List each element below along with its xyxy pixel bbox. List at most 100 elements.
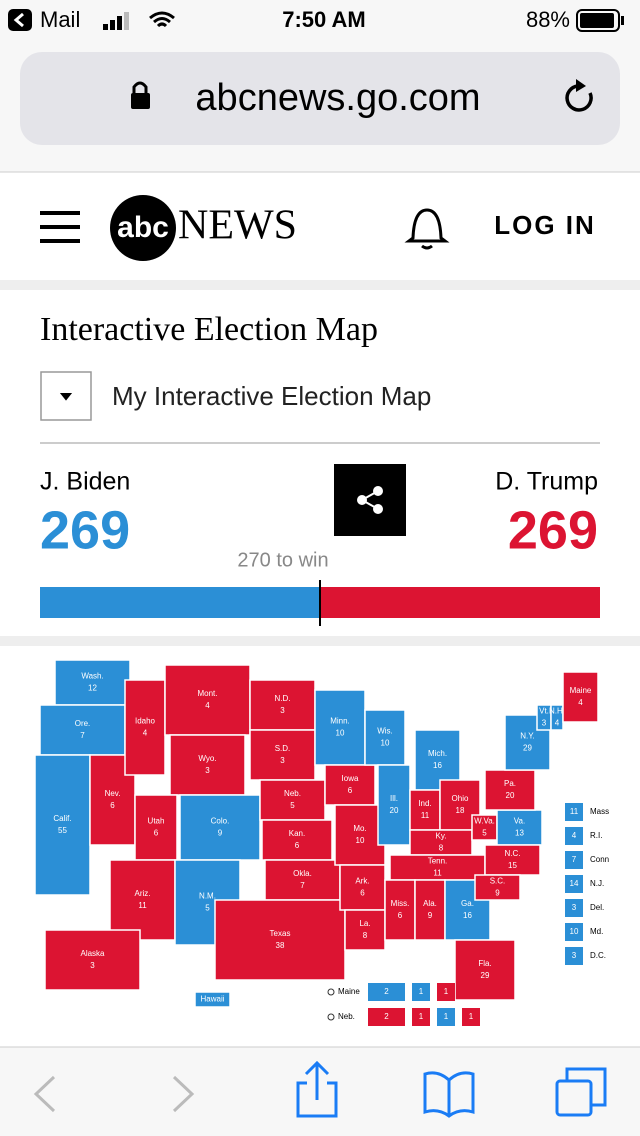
state-label: Pa. <box>504 779 516 788</box>
state[interactable] <box>249 729 316 781</box>
state[interactable] <box>164 664 251 736</box>
small-state[interactable] <box>565 827 583 845</box>
state[interactable] <box>496 809 543 846</box>
url-bar[interactable] <box>20 52 620 145</box>
page-title: Interactive Election Map <box>40 311 378 348</box>
state[interactable] <box>474 874 521 901</box>
district[interactable] <box>412 983 430 1001</box>
state[interactable] <box>34 754 91 896</box>
state[interactable] <box>484 769 536 811</box>
state[interactable] <box>39 704 126 756</box>
state[interactable] <box>344 909 386 951</box>
battery-tip <box>621 16 624 25</box>
state[interactable] <box>54 659 131 706</box>
state[interactable] <box>264 859 341 901</box>
logo-abc[interactable]: abc <box>117 211 169 244</box>
state[interactable] <box>364 709 406 766</box>
state-votes: 7 <box>80 731 85 740</box>
district[interactable] <box>368 1008 405 1026</box>
state[interactable] <box>324 764 376 806</box>
state-votes: 5 <box>482 829 487 838</box>
state[interactable] <box>314 689 366 766</box>
vote-bar <box>320 587 600 618</box>
state[interactable] <box>124 679 166 776</box>
state-votes: 38 <box>276 941 285 950</box>
small-state[interactable] <box>565 875 583 893</box>
state-votes: 8 <box>439 844 444 853</box>
state-label: Ill. <box>390 794 398 803</box>
state[interactable] <box>194 991 231 1008</box>
state-label: Wash. <box>81 672 103 681</box>
state[interactable] <box>109 859 176 941</box>
state[interactable] <box>389 854 486 881</box>
back-button[interactable] <box>33 1075 56 1113</box>
state[interactable] <box>384 879 416 941</box>
small-state[interactable] <box>565 851 583 869</box>
forward-button[interactable] <box>172 1075 195 1113</box>
state[interactable] <box>249 679 316 731</box>
candidate-name: D. Trump <box>495 468 598 496</box>
login[interactable]: LOG IN <box>494 210 596 240</box>
small-state-votes: 7 <box>572 855 577 864</box>
logo-circle[interactable] <box>110 195 176 261</box>
state-votes: 6 <box>398 911 403 920</box>
state-label: Okla. <box>293 869 312 878</box>
state[interactable] <box>409 829 473 856</box>
menu-icon[interactable] <box>40 211 80 243</box>
state-votes: 4 <box>205 701 210 710</box>
state-votes: 6 <box>360 889 365 898</box>
small-state[interactable] <box>565 803 583 821</box>
state[interactable] <box>214 899 346 981</box>
state[interactable] <box>44 929 141 991</box>
bell-icon[interactable] <box>404 208 450 243</box>
state[interactable] <box>377 764 411 846</box>
state[interactable] <box>562 671 599 723</box>
share-sheet-button[interactable] <box>296 1060 338 1118</box>
info-icon[interactable] <box>327 988 335 996</box>
state[interactable] <box>409 789 441 831</box>
back-app[interactable]: Mail <box>40 7 80 32</box>
tabs-button[interactable] <box>555 1079 593 1117</box>
wifi <box>149 11 175 28</box>
header-shadow <box>0 280 640 290</box>
share-button[interactable] <box>334 464 406 536</box>
small-state[interactable] <box>565 923 583 941</box>
state[interactable] <box>339 864 386 911</box>
state-votes: 7 <box>300 881 305 890</box>
state[interactable] <box>169 734 246 796</box>
lock-icon <box>131 93 150 109</box>
state[interactable] <box>454 939 516 1001</box>
state-votes: 20 <box>506 791 515 800</box>
small-state[interactable] <box>565 947 583 965</box>
reload-icon[interactable] <box>565 84 593 112</box>
state-votes: 4 <box>578 698 583 707</box>
lock-shackle <box>132 81 148 93</box>
state-label: Ark. <box>355 877 369 886</box>
state[interactable] <box>179 794 261 861</box>
district-votes: 2 <box>384 987 389 996</box>
district[interactable] <box>462 1008 480 1026</box>
district[interactable] <box>412 1008 430 1026</box>
small-state[interactable] <box>565 899 583 917</box>
info-icon[interactable] <box>327 1013 335 1021</box>
state-label: S.C. <box>490 877 506 886</box>
state-votes: 3 <box>542 719 547 728</box>
back-app-icon[interactable] <box>8 9 32 31</box>
state[interactable] <box>261 819 333 861</box>
state[interactable] <box>259 779 326 821</box>
district[interactable] <box>437 1008 455 1026</box>
logo-news[interactable]: NEWS <box>178 203 297 249</box>
state[interactable] <box>414 879 446 941</box>
state-votes: 6 <box>154 829 159 838</box>
state-votes: 20 <box>390 806 399 815</box>
bookmarks-button[interactable] <box>423 1071 475 1118</box>
district[interactable] <box>368 983 405 1001</box>
dropdown-label[interactable]: My Interactive Election Map <box>112 381 431 411</box>
state-label: Ala. <box>423 899 437 908</box>
state[interactable] <box>484 844 541 876</box>
toolbar <box>0 1047 640 1136</box>
state[interactable] <box>134 794 178 861</box>
url[interactable]: abcnews.go.com <box>195 77 480 119</box>
district[interactable] <box>437 983 455 1001</box>
state-label: Ky. <box>436 832 447 841</box>
